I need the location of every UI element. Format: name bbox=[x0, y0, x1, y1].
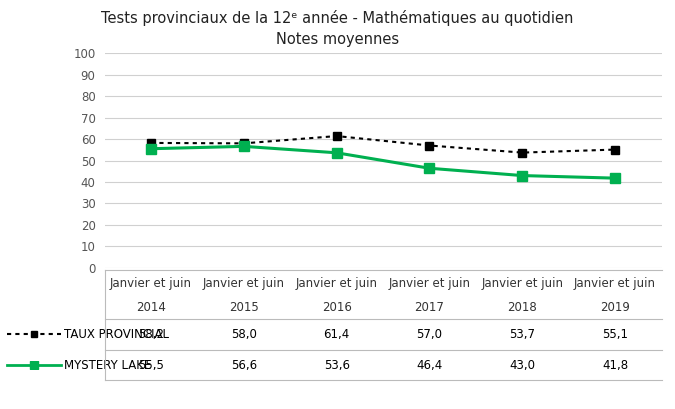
Text: 43,0: 43,0 bbox=[509, 359, 535, 371]
Text: Janvier et juin: Janvier et juin bbox=[110, 277, 192, 290]
Text: 58,0: 58,0 bbox=[231, 328, 256, 341]
Text: 2018: 2018 bbox=[508, 301, 537, 314]
Text: 2016: 2016 bbox=[322, 301, 352, 314]
Text: Janvier et juin: Janvier et juin bbox=[389, 277, 470, 290]
Text: 56,6: 56,6 bbox=[231, 359, 257, 371]
Text: Janvier et juin: Janvier et juin bbox=[203, 277, 285, 290]
Text: Janvier et juin: Janvier et juin bbox=[574, 277, 656, 290]
Text: 41,8: 41,8 bbox=[602, 359, 628, 371]
Text: 61,4: 61,4 bbox=[323, 328, 350, 341]
Text: 46,4: 46,4 bbox=[416, 359, 443, 371]
Text: 57,0: 57,0 bbox=[416, 328, 443, 341]
Text: Janvier et juin: Janvier et juin bbox=[481, 277, 563, 290]
Text: 2014: 2014 bbox=[136, 301, 166, 314]
Text: Janvier et juin: Janvier et juin bbox=[296, 277, 377, 290]
Text: MYSTERY LAKE: MYSTERY LAKE bbox=[64, 359, 151, 371]
Text: Tests provinciaux de la 12ᵉ année - Mathématiques au quotidien
Notes moyennes: Tests provinciaux de la 12ᵉ année - Math… bbox=[101, 10, 574, 47]
Text: 55,5: 55,5 bbox=[138, 359, 164, 371]
Text: TAUX PROVINCIAL: TAUX PROVINCIAL bbox=[64, 328, 169, 341]
Text: 2015: 2015 bbox=[229, 301, 259, 314]
Text: 2019: 2019 bbox=[600, 301, 630, 314]
Text: 53,6: 53,6 bbox=[323, 359, 350, 371]
Text: 55,1: 55,1 bbox=[602, 328, 628, 341]
Text: 53,7: 53,7 bbox=[509, 328, 535, 341]
Text: 58,2: 58,2 bbox=[138, 328, 164, 341]
Text: 2017: 2017 bbox=[414, 301, 444, 314]
